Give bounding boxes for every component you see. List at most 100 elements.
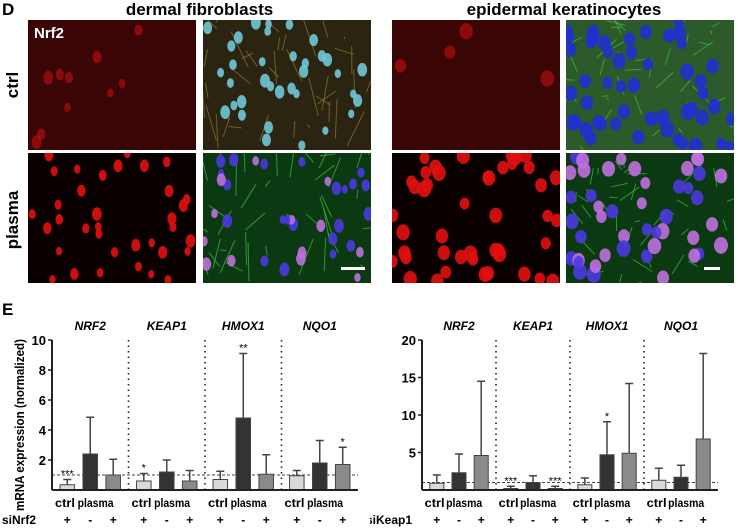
treatment-sign: + — [581, 513, 588, 527]
group-label-nrf2: NRF2 — [75, 319, 107, 333]
micrograph-ker-plasma-red — [392, 153, 560, 283]
treatment-sign: - — [457, 513, 461, 527]
group-label-keap1: KEAP1 — [513, 319, 553, 333]
scale-bar — [341, 267, 365, 270]
micrograph-fib-ctrl-merge — [203, 20, 371, 150]
significance-marker: ** — [239, 343, 248, 355]
significance-marker: *** — [61, 469, 75, 481]
y-axis-label: mRNA expression (normalized) — [12, 339, 27, 511]
x-label: plasma — [594, 496, 630, 510]
y-tick-label: 2 — [39, 453, 46, 468]
bar-hmox1-2 — [621, 452, 637, 491]
treatment-sign: - — [165, 513, 169, 527]
group-label-keap1: KEAP1 — [147, 319, 187, 333]
x-label: plasma — [446, 496, 482, 510]
x-label: ctrl — [55, 496, 75, 510]
y-tick-label: 20 — [402, 333, 416, 348]
treatment-sign: + — [263, 513, 270, 527]
row-label-ctrl: ctrl — [3, 71, 22, 99]
group-label-nrf2: NRF2 — [443, 319, 475, 333]
y-tick-label: 8 — [39, 363, 46, 378]
bar-hmox1-1 — [235, 417, 252, 491]
column-header-fibroblasts: dermal fibroblasts — [125, 0, 274, 19]
treatment-sign: - — [241, 513, 245, 527]
bar-nrf2-2 — [105, 474, 121, 491]
x-label: plasma — [668, 496, 704, 510]
significance-marker: * — [341, 436, 346, 448]
treatment-sign: - — [318, 513, 322, 527]
x-label: ctrl — [208, 496, 228, 510]
treatment-sign: + — [140, 513, 147, 527]
micrograph-ker-ctrl-red — [392, 20, 560, 150]
x-label: ctrl — [647, 496, 667, 510]
treatment-sign: + — [186, 513, 193, 527]
treatment-sign: + — [293, 513, 300, 527]
treatment-sign: + — [339, 513, 346, 527]
x-label: ctrl — [285, 496, 305, 510]
panel-e-label: E — [2, 300, 14, 319]
x-label: plasma — [78, 496, 114, 510]
treatment-sign: - — [605, 513, 609, 527]
row-label-plasma: plasma — [3, 190, 22, 250]
group-label-hmox1: HMOX1 — [586, 319, 629, 333]
treatment-sign: + — [655, 513, 662, 527]
bar-hmox1-0 — [212, 479, 229, 491]
significance-marker: *** — [549, 475, 563, 487]
treatment-sign: + — [433, 513, 440, 527]
stain-label-nrf2: Nrf2 — [34, 25, 65, 42]
bar-hmox1-2 — [258, 473, 274, 491]
bar-nrf2-1 — [82, 453, 99, 491]
x-label: plasma — [154, 496, 190, 510]
treatment-sign: + — [552, 513, 559, 527]
bar-nqo1-2 — [695, 438, 711, 491]
y-tick-label: 5 — [409, 446, 416, 461]
treatment-sign: + — [64, 513, 71, 527]
bar-keap1-0 — [136, 480, 152, 491]
y-tick-label: 10 — [32, 333, 46, 348]
y-tick-label: 6 — [39, 393, 46, 408]
micrograph-ker-plasma-merge — [566, 153, 734, 283]
micrograph-fib-ctrl-red — [28, 20, 196, 150]
x-label: ctrl — [573, 496, 593, 510]
micrograph-fib-plasma-merge — [203, 153, 371, 283]
bar-nrf2-0 — [429, 482, 445, 491]
treatment-sign: + — [217, 513, 224, 527]
x-label: plasma — [307, 496, 343, 510]
y-tick-label: 4 — [39, 423, 47, 438]
group-label-nqo1: NQO1 — [664, 319, 698, 333]
panel-d-label: D — [2, 0, 15, 19]
bar-nqo1-1 — [311, 462, 328, 491]
x-label: plasma — [520, 496, 556, 510]
x-label: ctrl — [499, 496, 519, 510]
x-label: plasma — [231, 496, 267, 510]
x-label: ctrl — [132, 496, 152, 510]
treatment-sign: + — [478, 513, 485, 527]
treatment-label: siNrf2 — [2, 513, 36, 527]
scale-bar — [704, 267, 720, 270]
treatment-sign: + — [626, 513, 633, 527]
significance-marker: * — [142, 463, 147, 475]
treatment-sign: - — [531, 513, 535, 527]
bar-keap1-1 — [158, 471, 175, 491]
micrograph-ker-ctrl-merge — [566, 20, 734, 150]
significance-marker: *** — [504, 475, 518, 487]
treatment-label: siKeap1 — [370, 513, 412, 527]
treatment-sign: - — [88, 513, 92, 527]
bar-nqo1-1 — [673, 476, 689, 491]
bar-nqo1-0 — [289, 475, 305, 491]
bar-keap1-2 — [181, 480, 198, 491]
bar-nrf2-2 — [473, 455, 489, 491]
bar-nqo1-2 — [334, 464, 351, 491]
group-label-hmox1: HMOX1 — [222, 319, 265, 333]
bar-hmox1-1 — [599, 454, 615, 491]
y-tick-label: 15 — [402, 371, 416, 386]
treatment-sign: + — [507, 513, 514, 527]
treatment-sign: + — [110, 513, 117, 527]
bar-nqo1-0 — [651, 479, 667, 491]
bar-chart-sinrf2: mRNA expression (normalized) 246810NRF2**… — [2, 319, 358, 527]
bar-chart-sikeap1: 5 10 15 20 NRF2 ctrl + plasma - + KEAP1 *** ctrl + pla… — [370, 319, 718, 527]
bar-keap1-1 — [525, 482, 541, 491]
x-label: ctrl — [425, 496, 445, 510]
micrograph-fib-plasma-red — [28, 153, 196, 283]
group-label-nqo1: NQO1 — [303, 319, 337, 333]
